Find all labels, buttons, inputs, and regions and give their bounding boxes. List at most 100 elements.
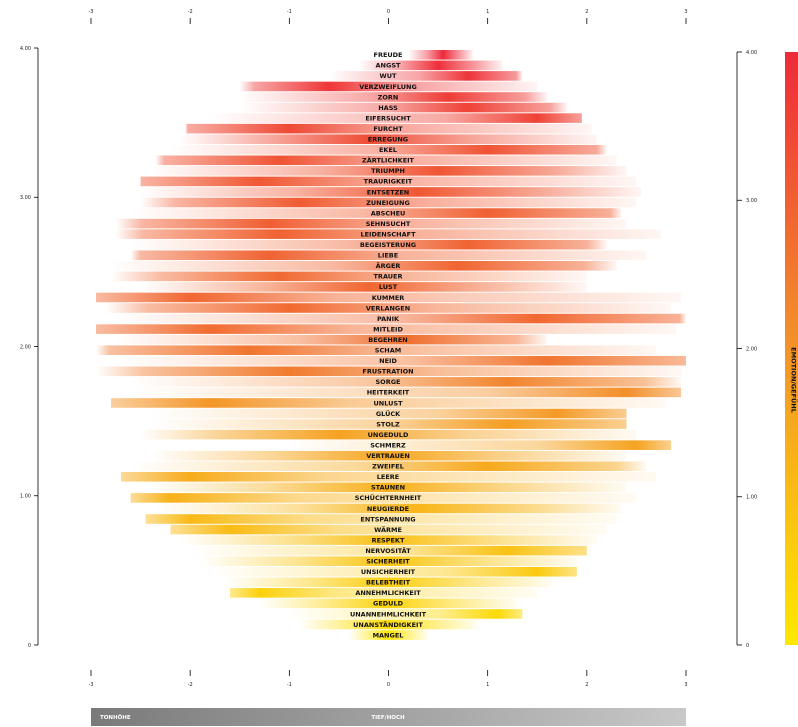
- x-tick-label-top: -3: [89, 9, 94, 15]
- emotion-bar: [358, 60, 503, 71]
- emotion-bar: [115, 229, 662, 239]
- y-tick-label-left: 0: [28, 643, 31, 649]
- emotion-label: HASS: [378, 104, 398, 112]
- emotion-label: FRUSTRATION: [362, 368, 413, 376]
- emotion-label: LEIDENSCHAFT: [360, 230, 416, 238]
- emotion-label: GLÜCK: [376, 409, 401, 418]
- emotion-bar: [170, 144, 607, 155]
- emotion-bar: [140, 429, 637, 440]
- emotion-label: ÄRGER: [376, 261, 401, 270]
- emotion-bar: [95, 324, 677, 334]
- x-tick-label-top: 3: [684, 9, 687, 15]
- emotion-label: SEHNSUCHT: [366, 220, 411, 228]
- emotion-label: GEDULD: [373, 600, 404, 608]
- emotion-label: HEITERKEIT: [367, 389, 410, 397]
- emotion-bar: [289, 440, 672, 450]
- emotion-label: NEID: [379, 357, 397, 365]
- emotion-bar: [289, 609, 523, 619]
- emotion-bar: [105, 303, 672, 313]
- emotion-label: NEUGIERDE: [367, 505, 409, 513]
- emotion-bar: [239, 92, 548, 102]
- emotion-label: EKEL: [379, 146, 397, 154]
- emotion-label: TRAURIGKEIT: [364, 178, 413, 186]
- y-tick-label-left: 2.00: [20, 344, 31, 350]
- emotion-bar: [210, 566, 577, 577]
- y-axis-right: 4.00 3.00 2.00 1.00 0: [736, 50, 757, 649]
- emotion-bar: [299, 619, 478, 630]
- emotion-bar: [150, 408, 627, 419]
- pitch-gradient-bar: [91, 708, 686, 726]
- pitch-range-label: TIEF/HOCH: [371, 715, 405, 721]
- emotion-bar: [110, 271, 587, 282]
- emotion-bar: [150, 166, 627, 176]
- emotion-bar: [130, 239, 607, 250]
- emotion-label: SORGE: [376, 378, 401, 386]
- emotion-bar: [130, 250, 647, 261]
- emotion-label: MITLEID: [373, 325, 403, 333]
- emotion-bar: [115, 334, 548, 345]
- emotion-label: WÄRME: [374, 525, 402, 534]
- emotion-bar: [155, 155, 617, 166]
- emotion-bar: [110, 261, 617, 271]
- emotion-label: UNGEDULD: [368, 431, 409, 439]
- emotion-bar: [115, 218, 627, 229]
- emotion-bar: [95, 345, 657, 355]
- emotion-label: ERREGUNG: [368, 136, 408, 144]
- emotion-label: MANGEL: [373, 631, 404, 639]
- emotion-bar: [259, 598, 518, 609]
- emotion-bar: [239, 102, 567, 113]
- emotion-label: ENTSETZEN: [367, 188, 409, 196]
- emotion-label: ZWEIFEL: [372, 463, 404, 471]
- colorbar-label: EMOTION/GEFÜHL: [790, 347, 798, 413]
- x-tick-label-top: 2: [585, 9, 588, 15]
- emotion-label: VERLANGEN: [366, 304, 410, 312]
- emotion-label: SCHAM: [375, 347, 401, 355]
- emotion-bar: [95, 366, 682, 377]
- emotion-label: EIFERSUCHT: [365, 114, 411, 122]
- emotion-bar: [180, 134, 597, 144]
- emotion-label: STOLZ: [376, 420, 400, 428]
- emotion-bar: [110, 398, 667, 408]
- emotion-label: WUT: [380, 72, 397, 80]
- emotion-label: UNANNEHMLICHKEIT: [350, 610, 427, 618]
- y-tick-label-right: 3.00: [746, 198, 757, 204]
- x-tick-label-bottom: -2: [188, 682, 193, 688]
- x-tick-label-bottom: -3: [89, 682, 94, 688]
- emotion-bar: [140, 176, 637, 187]
- emotion-bar: [190, 545, 587, 556]
- emotion-bar: [120, 355, 686, 366]
- y-tick-label-right: 1.00: [746, 495, 757, 501]
- emotion-label: SCHÜCHTERNHEIT: [355, 493, 422, 502]
- emotion-label: STAUNEN: [371, 484, 405, 492]
- emotion-label: LEERE: [377, 473, 399, 481]
- emotion-bar: [130, 493, 637, 503]
- y-tick-label-left: 4.00: [20, 46, 31, 52]
- emotion-label: UNANSTÄNDIGKEIT: [353, 620, 423, 629]
- bottom-legend-bar: TONHÖHE TIEF/HOCH: [91, 708, 686, 726]
- y-tick-label-left: 1.00: [20, 494, 31, 500]
- emotion-label: ABSCHEU: [371, 209, 406, 217]
- emotion-bar: [130, 208, 622, 218]
- emotion-label: BEGEHREN: [368, 336, 408, 344]
- emotion-label: FREUDE: [374, 51, 403, 59]
- x-axis-bottom: -3 -2 -1 0 1 2 3: [89, 670, 688, 688]
- emotion-label: BEGEISTERUNG: [360, 241, 416, 249]
- pitch-label: TONHÖHE: [100, 714, 131, 721]
- emotion-label: ANGST: [376, 62, 401, 70]
- emotion-bar: [150, 450, 627, 461]
- emotion-label: ZUNEIGUNG: [366, 199, 410, 207]
- x-tick-label-top: 0: [387, 9, 390, 15]
- emotion-bar: [239, 81, 538, 92]
- emotion-bar: [224, 577, 553, 588]
- emotion-bar: [115, 313, 686, 324]
- x-tick-label-bottom: 3: [684, 682, 687, 688]
- emotion-label: VERZWEIFLUNG: [359, 83, 417, 91]
- emotion-bar: [210, 113, 582, 123]
- emotion-label: VERTRAUEN: [366, 452, 410, 460]
- y-tick-label-right: 2.00: [746, 346, 757, 352]
- x-tick-label-top: -2: [188, 9, 193, 15]
- emotion-bar: [185, 123, 592, 134]
- x-tick-label-bottom: -1: [287, 682, 292, 688]
- emotion-label: PANIK: [377, 315, 400, 323]
